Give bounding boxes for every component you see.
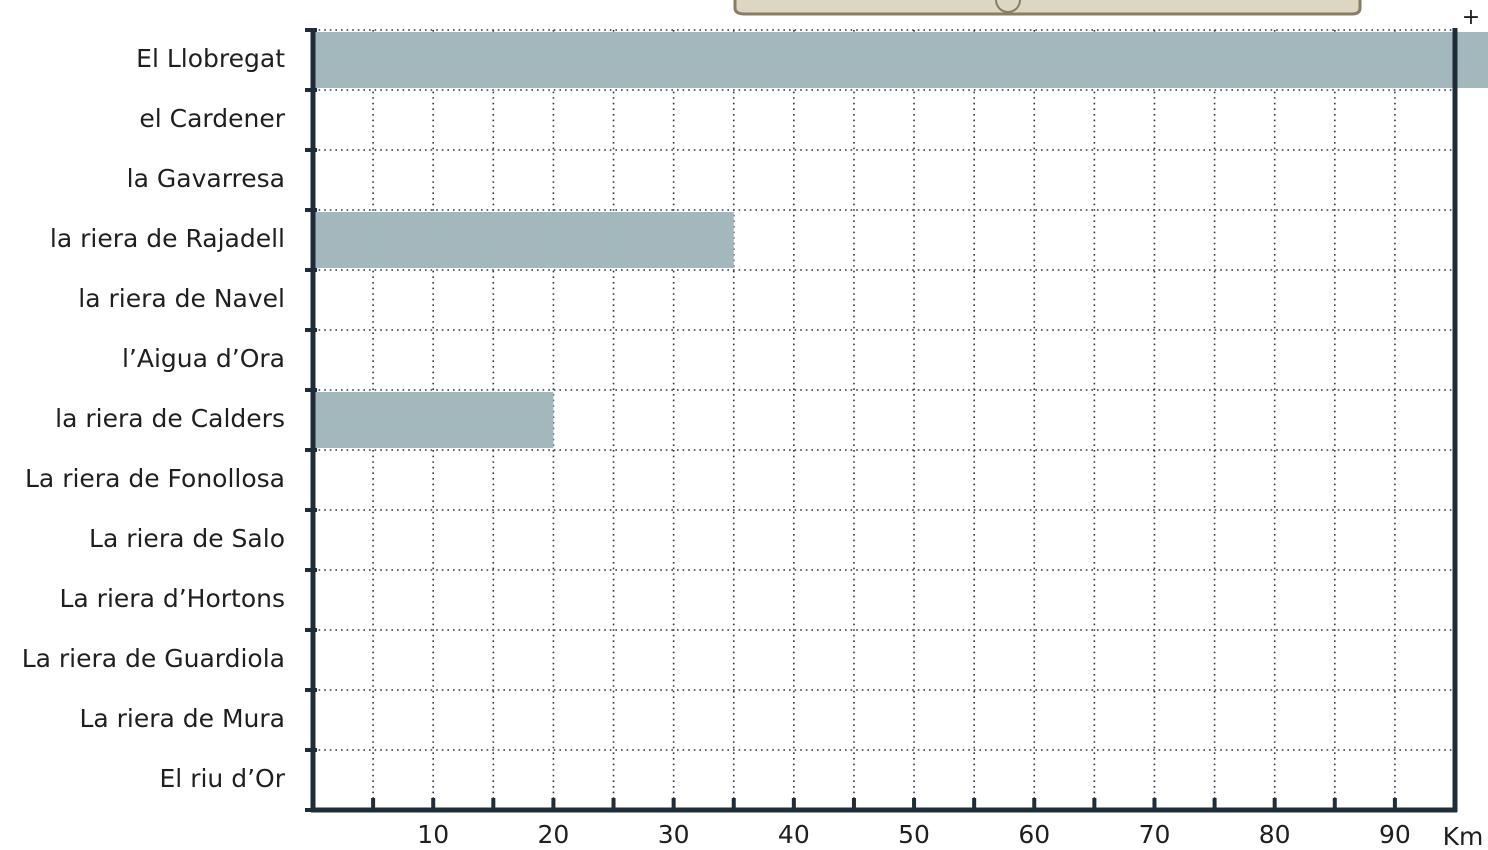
y-tick-label: La riera de Mura — [79, 704, 285, 733]
y-tick-label: El riu d’Or — [160, 764, 286, 793]
x-tick-label: 60 — [1018, 820, 1050, 849]
x-tick-label: 20 — [538, 820, 570, 849]
y-tick-label: La riera d’Hortons — [59, 584, 285, 613]
zoom-button[interactable]: + — [1462, 5, 1480, 30]
toolbar-knob — [995, 0, 1021, 13]
y-tick-label: La riera de Fonollosa — [25, 464, 285, 493]
bar — [313, 392, 554, 448]
x-axis-label: Km — [1443, 822, 1484, 850]
y-tick-label: La riera de Salo — [89, 524, 285, 553]
x-tick-label: 40 — [778, 820, 810, 849]
bar — [313, 32, 1488, 88]
bar — [313, 212, 734, 268]
x-tick-label: 70 — [1139, 820, 1171, 849]
x-tick-label: 90 — [1379, 820, 1411, 849]
y-tick-label: la Gavarresa — [127, 164, 285, 193]
toolbar-panel — [733, 0, 1362, 16]
x-tick-label: 10 — [417, 820, 449, 849]
y-tick-label: el Cardener — [139, 104, 285, 133]
y-tick-label: l’Aigua d’Ora — [122, 344, 285, 373]
x-tick-label: 50 — [898, 820, 930, 849]
y-tick-label: La riera de Guardiola — [22, 644, 285, 673]
x-tick-label: 30 — [658, 820, 690, 849]
x-tick-label: 80 — [1259, 820, 1291, 849]
y-tick-label: la riera de Rajadell — [50, 224, 285, 253]
y-tick-label: El Llobregat — [136, 44, 285, 73]
y-tick-label: la riera de Calders — [55, 404, 285, 433]
y-tick-label: la riera de Navel — [78, 284, 285, 313]
